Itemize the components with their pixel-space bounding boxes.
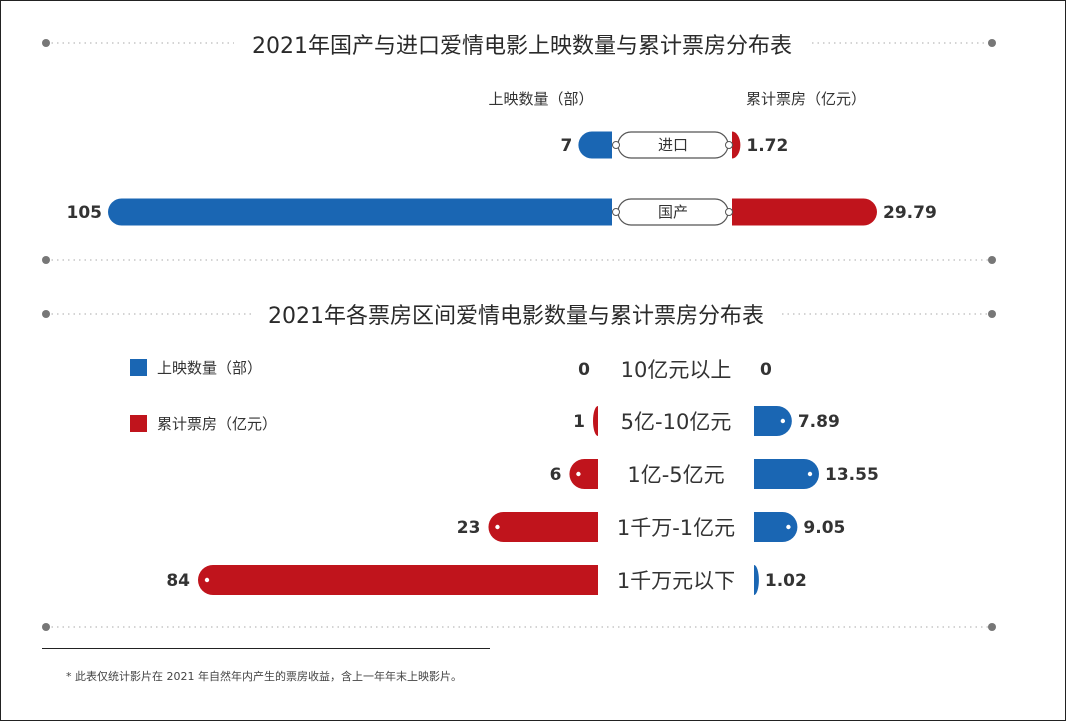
footnote-rule — [42, 648, 490, 649]
connector-dot — [612, 141, 620, 149]
count-bar — [754, 406, 792, 436]
bar-end-dot — [495, 524, 500, 530]
legend-swatch-blue — [130, 359, 147, 376]
range-label: 10亿元以上 — [621, 358, 732, 382]
legend-label-count: 上映数量（部） — [157, 359, 262, 377]
separator-dot — [988, 39, 996, 47]
connector-dot — [725, 208, 733, 216]
range-label: 5亿-10亿元 — [621, 410, 732, 434]
separator-dot — [42, 39, 50, 47]
footnote: * 此表仅统计影片在 2021 年自然年内产生的票房收益，含上一年年末上映影片。 — [66, 670, 462, 683]
separator-dot — [42, 623, 50, 631]
chart1-marks: 进口 7 1.72 国产 105 29.79 — [67, 131, 937, 226]
chart1-right-header: 累计票房（亿元） — [746, 90, 866, 108]
box-office-bar — [569, 459, 598, 489]
separator-dots — [42, 39, 996, 631]
range-label: 1亿-5亿元 — [627, 463, 724, 487]
box-office-value-label: 23 — [457, 518, 481, 538]
count-bar — [754, 512, 798, 542]
range-label: 1千万-1亿元 — [617, 516, 735, 540]
box-office-value-label: 29.79 — [883, 203, 937, 223]
box-office-value-label: 1 — [573, 412, 585, 432]
separators — [46, 42, 992, 628]
category-label: 国产 — [658, 203, 688, 221]
chart2-title: 2021年各票房区间爱情电影数量与累计票房分布表 — [268, 304, 764, 329]
count-value-label: 9.05 — [803, 518, 845, 538]
chart1-title: 2021年国产与进口爱情电影上映数量与累计票房分布表 — [252, 34, 792, 59]
bar-end-dot — [786, 524, 791, 530]
bar-end-dot — [204, 577, 210, 583]
category-label: 进口 — [658, 136, 688, 154]
count-value-label: 105 — [67, 203, 103, 223]
count-value-label: 7 — [561, 136, 573, 156]
box-office-bar — [593, 406, 598, 436]
bar-end-dot — [780, 418, 786, 424]
box-office-bar — [732, 131, 741, 159]
bar-end-dot — [576, 471, 581, 477]
count-value-label: 0 — [760, 360, 772, 380]
count-bar — [108, 198, 612, 226]
box-office-bar — [732, 198, 877, 226]
box-office-value-label: 84 — [166, 571, 190, 591]
box-office-value-label: 1.72 — [746, 136, 788, 156]
separator-dot — [988, 310, 996, 318]
box-office-value-label: 6 — [550, 465, 562, 485]
chart2-marks: 10亿元以上 0 0 5亿-10亿元 1 7.89 1亿-5亿元 6 13.55 1千万-1亿元 2… — [166, 358, 879, 595]
range-label: 1千万元以下 — [617, 569, 735, 593]
bar-end-dot — [807, 471, 813, 477]
count-bar — [754, 565, 759, 595]
separator-dot — [988, 256, 996, 264]
chart1-left-header: 上映数量（部） — [488, 90, 593, 108]
count-value-label: 7.89 — [798, 412, 840, 432]
separator-dot — [42, 256, 50, 264]
count-value-label: 13.55 — [825, 465, 879, 485]
legend-label-box-office: 累计票房（亿元） — [157, 415, 277, 433]
count-bar — [754, 459, 819, 489]
connector-dot — [612, 208, 620, 216]
count-value-label: 1.02 — [765, 571, 807, 591]
box-office-value-label: 0 — [578, 360, 590, 380]
separator-dot — [988, 623, 996, 631]
count-bar — [578, 131, 612, 159]
box-office-bar — [488, 512, 598, 542]
legend-swatch-red — [130, 415, 147, 432]
connector-dot — [725, 141, 733, 149]
separator-dot — [42, 310, 50, 318]
legend: 上映数量（部） 累计票房（亿元） — [130, 359, 277, 433]
box-office-bar — [198, 565, 598, 595]
